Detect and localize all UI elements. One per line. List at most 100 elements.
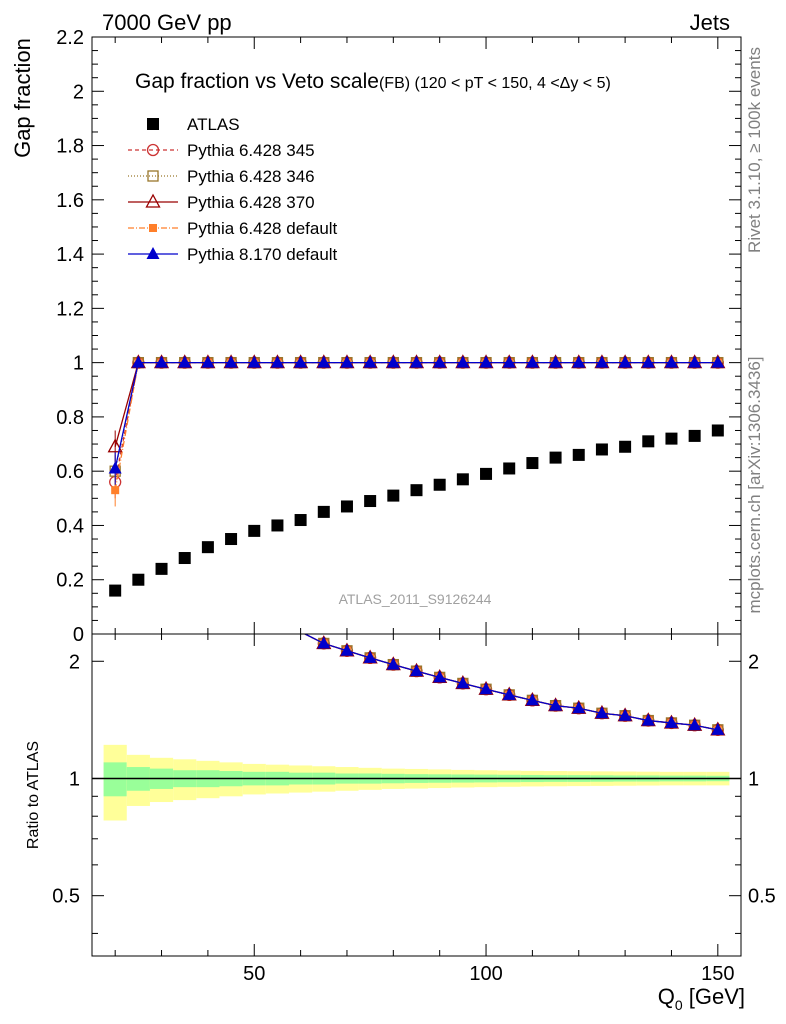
series-point-p8def bbox=[131, 355, 145, 368]
series-point-p8def bbox=[178, 355, 192, 368]
ratio-point-p8def bbox=[549, 698, 563, 711]
atlas-point bbox=[364, 495, 377, 508]
y-tick-label: 2 bbox=[73, 81, 84, 103]
legend: ATLAS Pythia 6.428 345 Pythia 6.428 346 Pyt… bbox=[128, 115, 338, 264]
atlas-point bbox=[503, 462, 516, 475]
series-point-p8def bbox=[502, 355, 516, 368]
rivet-label: Rivet 3.1.10, ≥ 100k events bbox=[745, 47, 764, 253]
atlas-point bbox=[387, 489, 400, 502]
legend-label-p370: Pythia 6.428 370 bbox=[187, 193, 315, 212]
ratio-point-p8def bbox=[363, 650, 377, 663]
series-point-p8def bbox=[595, 355, 609, 368]
ratio-point-p8def bbox=[618, 708, 632, 721]
series-point-p8def bbox=[363, 355, 377, 368]
x-tick-label: 150 bbox=[701, 963, 734, 985]
process-label: Jets bbox=[690, 10, 730, 35]
legend-marker-p370 bbox=[145, 193, 161, 208]
atlas-point bbox=[572, 448, 585, 461]
legend-marker-p346 bbox=[147, 170, 159, 182]
ratio-y-tick-label-right: 1 bbox=[748, 768, 759, 790]
ratio-y-tick-label-right: 0.5 bbox=[748, 886, 776, 908]
atlas-point bbox=[688, 429, 701, 442]
series-point-p8def bbox=[664, 355, 678, 368]
atlas-point bbox=[642, 435, 655, 448]
y-tick-label: 2.2 bbox=[56, 27, 84, 49]
atlas-point bbox=[178, 552, 191, 565]
atlas-point bbox=[480, 467, 493, 480]
ratio-point-p8def bbox=[479, 682, 493, 695]
ratio-line-p8def bbox=[303, 634, 718, 731]
legend-label-p6def: Pythia 6.428 default bbox=[187, 219, 338, 238]
y-tick-label: 1 bbox=[73, 353, 84, 375]
ratio-point-p8def bbox=[595, 706, 609, 719]
ratio-point-p8def bbox=[386, 657, 400, 670]
ratio-y-tick-label: 2 bbox=[69, 651, 80, 673]
y-tick-label: 1.2 bbox=[56, 298, 84, 320]
y-tick-label: 1.6 bbox=[56, 190, 84, 212]
atlas-point bbox=[271, 519, 284, 532]
legend-label-p345: Pythia 6.428 345 bbox=[187, 141, 315, 160]
legend-label-p8def: Pythia 8.170 default bbox=[187, 245, 338, 264]
atlas-point bbox=[619, 440, 632, 453]
atlas-point bbox=[595, 443, 608, 456]
series-point-p8def bbox=[618, 355, 632, 368]
x-axis-label-unit: [GeV] bbox=[683, 984, 745, 1009]
ratio-band-inner bbox=[103, 762, 127, 797]
ratio-point-p8def bbox=[525, 693, 539, 706]
atlas-point bbox=[711, 424, 724, 437]
ratio-y-tick-label-right: 2 bbox=[748, 651, 759, 673]
series-point-p8def bbox=[433, 355, 447, 368]
legend-label-p346: Pythia 6.428 346 bbox=[187, 167, 315, 186]
ratio-line-p370 bbox=[303, 634, 718, 731]
ratio-point-p8def bbox=[410, 664, 423, 677]
series-point-p8def bbox=[688, 355, 702, 368]
y-tick-label: 1.4 bbox=[56, 244, 84, 266]
series-point-p6def bbox=[111, 486, 120, 495]
series-point-p8def bbox=[340, 355, 354, 368]
series-point-p8def bbox=[201, 355, 215, 368]
ratio-line-p345 bbox=[303, 634, 718, 731]
y-tick-label: 0 bbox=[73, 624, 84, 646]
legend-marker-p8def bbox=[146, 247, 160, 259]
main-panel: 0 0.2 0.4 0.6 0.8 1 1.2 1.4 1.6 1.8 2 2.2 Gap fract… bbox=[10, 27, 742, 646]
series-point-p8def bbox=[247, 355, 261, 368]
ratio-point-p8def bbox=[572, 701, 586, 714]
series-line-p345 bbox=[114, 361, 718, 483]
series-point-p8def bbox=[386, 355, 400, 368]
series-point-p8def bbox=[572, 355, 586, 368]
atlas-point bbox=[225, 533, 238, 546]
series-point-p8def bbox=[456, 355, 470, 368]
series-point-p8def bbox=[641, 355, 655, 368]
legend-marker-p345 bbox=[146, 143, 160, 157]
x-axis-label: Q0 [GeV] bbox=[658, 984, 745, 1013]
atlas-point bbox=[410, 484, 423, 497]
analysis-watermark: ATLAS_2011_S9126244 bbox=[339, 591, 492, 607]
y-tick-label: 1.8 bbox=[56, 136, 84, 158]
chart-title-sub: (FB) (120 < pT < 150, 4 <Δy < 5) bbox=[379, 75, 611, 92]
series-line-p6def bbox=[114, 361, 718, 491]
x-tick-label: 50 bbox=[243, 963, 265, 985]
ratio-point-p8def bbox=[641, 713, 655, 726]
legend-marker-p6def bbox=[149, 224, 157, 232]
atlas-point bbox=[340, 500, 353, 513]
series-point-p8def bbox=[479, 355, 493, 368]
series-point-p8def bbox=[317, 355, 331, 368]
ratio-point-p8def bbox=[688, 718, 702, 731]
mcplots-label: mcplots.cern.ch [arXiv:1306.3436] bbox=[745, 356, 764, 613]
ratio-point-p8def bbox=[433, 670, 447, 683]
ratio-point-p8def bbox=[502, 687, 516, 700]
ratio-point-p8def bbox=[456, 676, 470, 689]
atlas-point bbox=[665, 432, 678, 445]
series-point-p8def bbox=[224, 355, 238, 368]
ratio-frame bbox=[91, 633, 742, 957]
legend-marker-atlas bbox=[147, 118, 159, 130]
atlas-point bbox=[526, 457, 539, 470]
ratio-y-tick-label: 1 bbox=[69, 768, 80, 790]
ratio-point-p8def bbox=[664, 715, 678, 728]
y-tick-label: 0.4 bbox=[56, 515, 84, 537]
series-point-p8def bbox=[711, 355, 725, 368]
series-point-p8def bbox=[108, 461, 122, 474]
ratio-line-p6def bbox=[303, 634, 718, 731]
ratio-point-p8def bbox=[340, 643, 354, 656]
